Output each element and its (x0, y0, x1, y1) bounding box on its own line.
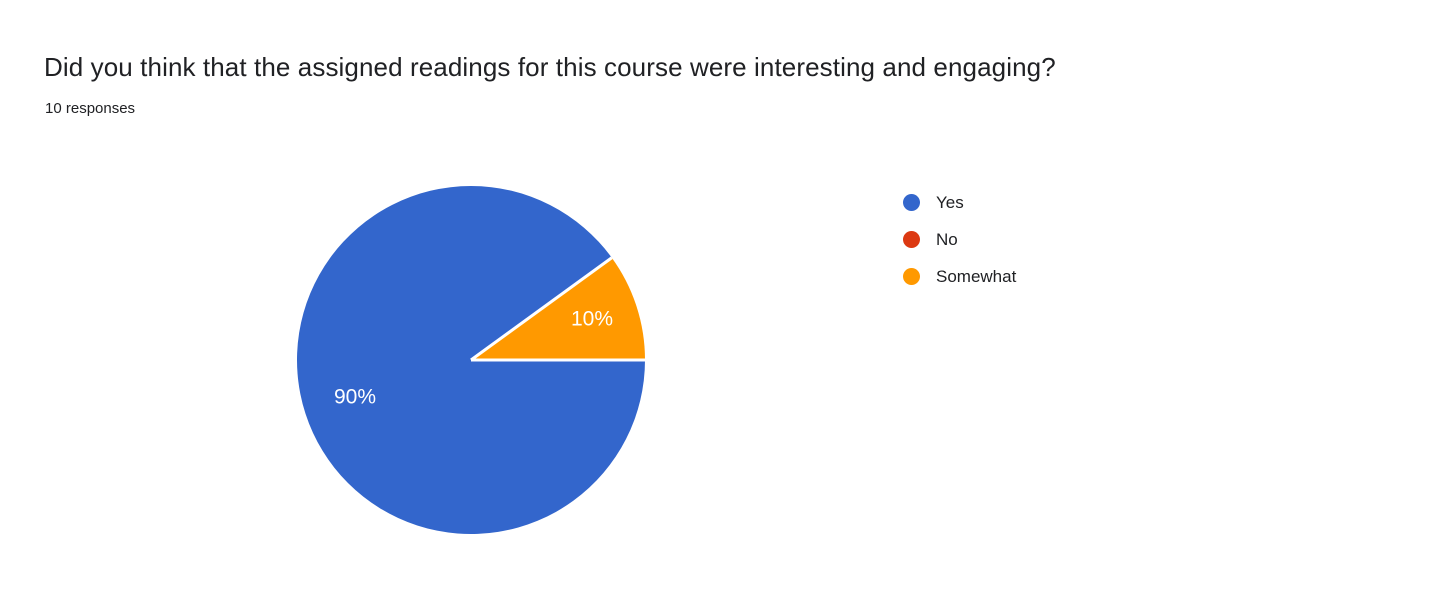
response-count-label: 10 responses (45, 100, 136, 117)
legend-swatch-icon-yes (903, 194, 920, 211)
legend-item-somewhat[interactable]: Somewhat (903, 258, 1203, 295)
pie-slice-label-somewhat: 10% (571, 308, 613, 331)
legend-item-no[interactable]: No (903, 221, 1203, 258)
legend-swatch-icon-no (903, 231, 920, 248)
slice-separator-diagonal (470, 256, 613, 362)
pie-chart: 90% 10% (297, 185, 645, 534)
legend-label-somewhat: Somewhat (936, 267, 1017, 286)
legend-swatch-icon-somewhat (903, 268, 920, 285)
page-title: Did you think that the assigned readings… (44, 52, 1056, 82)
chart-legend: Yes No Somewhat (903, 184, 1203, 295)
pie-slice-somewhat[interactable] (471, 257, 645, 360)
pie-slice-label-yes: 90% (334, 386, 376, 409)
legend-label-yes: Yes (936, 193, 964, 212)
legend-label-no: No (936, 230, 958, 249)
pie-chart-area: 90% 10% Yes No Somewhat (0, 140, 1429, 580)
legend-item-yes[interactable]: Yes (903, 184, 1203, 221)
